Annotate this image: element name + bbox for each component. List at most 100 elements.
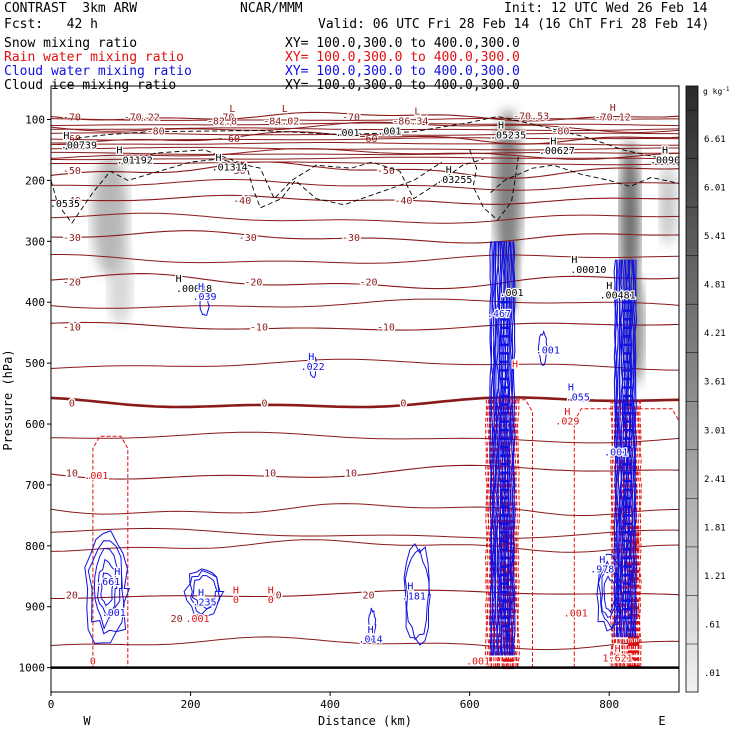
upper-isotherm [51,146,679,151]
snow-dashed-contours [51,116,679,224]
cloud-contour [600,567,620,619]
cloud-contour [493,241,497,656]
cloud-contour [512,241,516,656]
isotherm-label: -10 [250,323,268,334]
isotherm-label: 20 [362,591,374,602]
contour-annotation: H [407,582,413,593]
isotherm-label: 0 [400,399,406,410]
isotherm-label: 20 [66,591,78,602]
cloud-contour [490,241,494,656]
contour-annotation: H [308,352,314,363]
colorbar-label: 6.01 [704,184,726,194]
upper-isotherm [51,156,679,161]
contour-annotation: L [414,107,420,118]
isotherm [51,273,679,290]
cloud-contour [489,241,492,656]
contour-annotation: H [233,585,239,596]
isotherm-label: 0 [69,399,75,410]
isotherm-label: -10 [377,323,395,334]
y-tick-label: 300 [25,235,45,248]
contour-annotation: .00627 [539,146,575,157]
contour-annotation: .001 [336,128,360,139]
isotherm [51,358,679,371]
rain-contour [490,399,533,668]
cloud-contour [613,259,617,638]
colorbar-label: 4.81 [704,281,726,291]
contour-annotation: H [550,136,556,147]
cloud-contour [368,607,377,643]
contour-annotation: .00038 [176,284,212,295]
field-label-cloud-water: Cloud water mixing ratio [4,64,192,79]
y-tick-label: 100 [25,113,45,126]
contour-annotation: H [198,282,204,293]
y-tick-label: 500 [25,357,45,370]
isotherm-label: -50 [63,166,81,177]
isotherm-label: 0 [262,399,268,410]
isotherm-label: -70 [216,112,234,123]
y-axis: 100 200 300 400 500 600 700 800 900 1000 [19,113,51,675]
upper-isotherm-stack [51,117,679,166]
isotherm-label: 20 [270,591,282,602]
contour-annotation: .01192 [117,155,153,166]
isotherm-label: -30 [239,233,257,244]
snow-contour [469,149,519,221]
contour-annotation: .0535 [50,199,80,210]
contour-annotation: .001 [84,471,108,482]
rain-contour [515,399,519,668]
cloud-contour [634,259,638,638]
contour-annotations: -70.22L-82.8L-84.02L-86.34 -70.53H-70.12-… [50,102,679,669]
rain-contour [486,399,490,668]
isotherm-label: -40 [394,196,412,207]
cloud-contour [96,558,118,617]
cloud-contour [87,540,125,635]
model-title: CONTRAST 3km ARW [4,1,138,16]
contour-annotation: 0 [90,657,96,668]
contour-annotation: H [198,588,204,599]
contour-annotation: .00481 [600,291,636,302]
cloud-contour [308,351,317,378]
upper-isotherm [51,127,679,131]
contour-annotation: H [368,625,374,636]
contour-annotation: .001 [499,288,523,299]
contour-annotation: .001 [604,448,628,459]
x-end-label-east: E [658,714,665,728]
cloud-contour [496,241,499,656]
contour-annotation: 0 [268,595,274,606]
forecast-hour: Fcst: 42 h [4,17,98,32]
cloud-contour [499,241,502,656]
isotherm-label: -10 [63,323,81,334]
isotherm [51,396,679,409]
x-tick-label: 0 [48,698,55,711]
isotherm [51,121,679,134]
contour-annotation: .235 [192,598,216,609]
cloud-contour [633,259,636,638]
contour-annotation: .001 [185,614,209,625]
contour-annotation: .661 [96,577,120,588]
contour-annotation: .029 [555,417,579,428]
upper-isotherm [51,151,679,156]
colorbar-label: .61 [704,620,720,630]
contour-annotation: H [268,585,274,596]
contour-annotation: .055 [566,392,590,403]
colorbar-label: 1.21 [704,572,726,582]
x-tick-label: 400 [320,698,340,711]
contour-annotation: .001 [102,608,126,619]
xsec-coords-cloud-water: XY= 100.0,300.0 to 400.0,300.0 [285,64,520,79]
contour-annotation: -82.8 [207,116,237,127]
colorbar-label: 4.21 [704,329,726,339]
cloud-contour [497,241,501,656]
y-axis-label: Pressure (hPa) [1,349,15,450]
cloud-contour [596,553,625,632]
cloud-contour [614,259,618,638]
contour-annotation: H [176,274,182,285]
contour-annotation: .022 [301,362,325,373]
colorbar-label: 3.61 [704,378,726,388]
contour-annotation: H [606,281,612,292]
contour-annotation: H [446,165,452,176]
contour-annotation: H [568,383,574,394]
isotherm [51,179,679,191]
cloud-contour [508,241,512,656]
contour-annotation: .001 [466,657,490,668]
contour-annotation: -86.34 [392,116,428,127]
